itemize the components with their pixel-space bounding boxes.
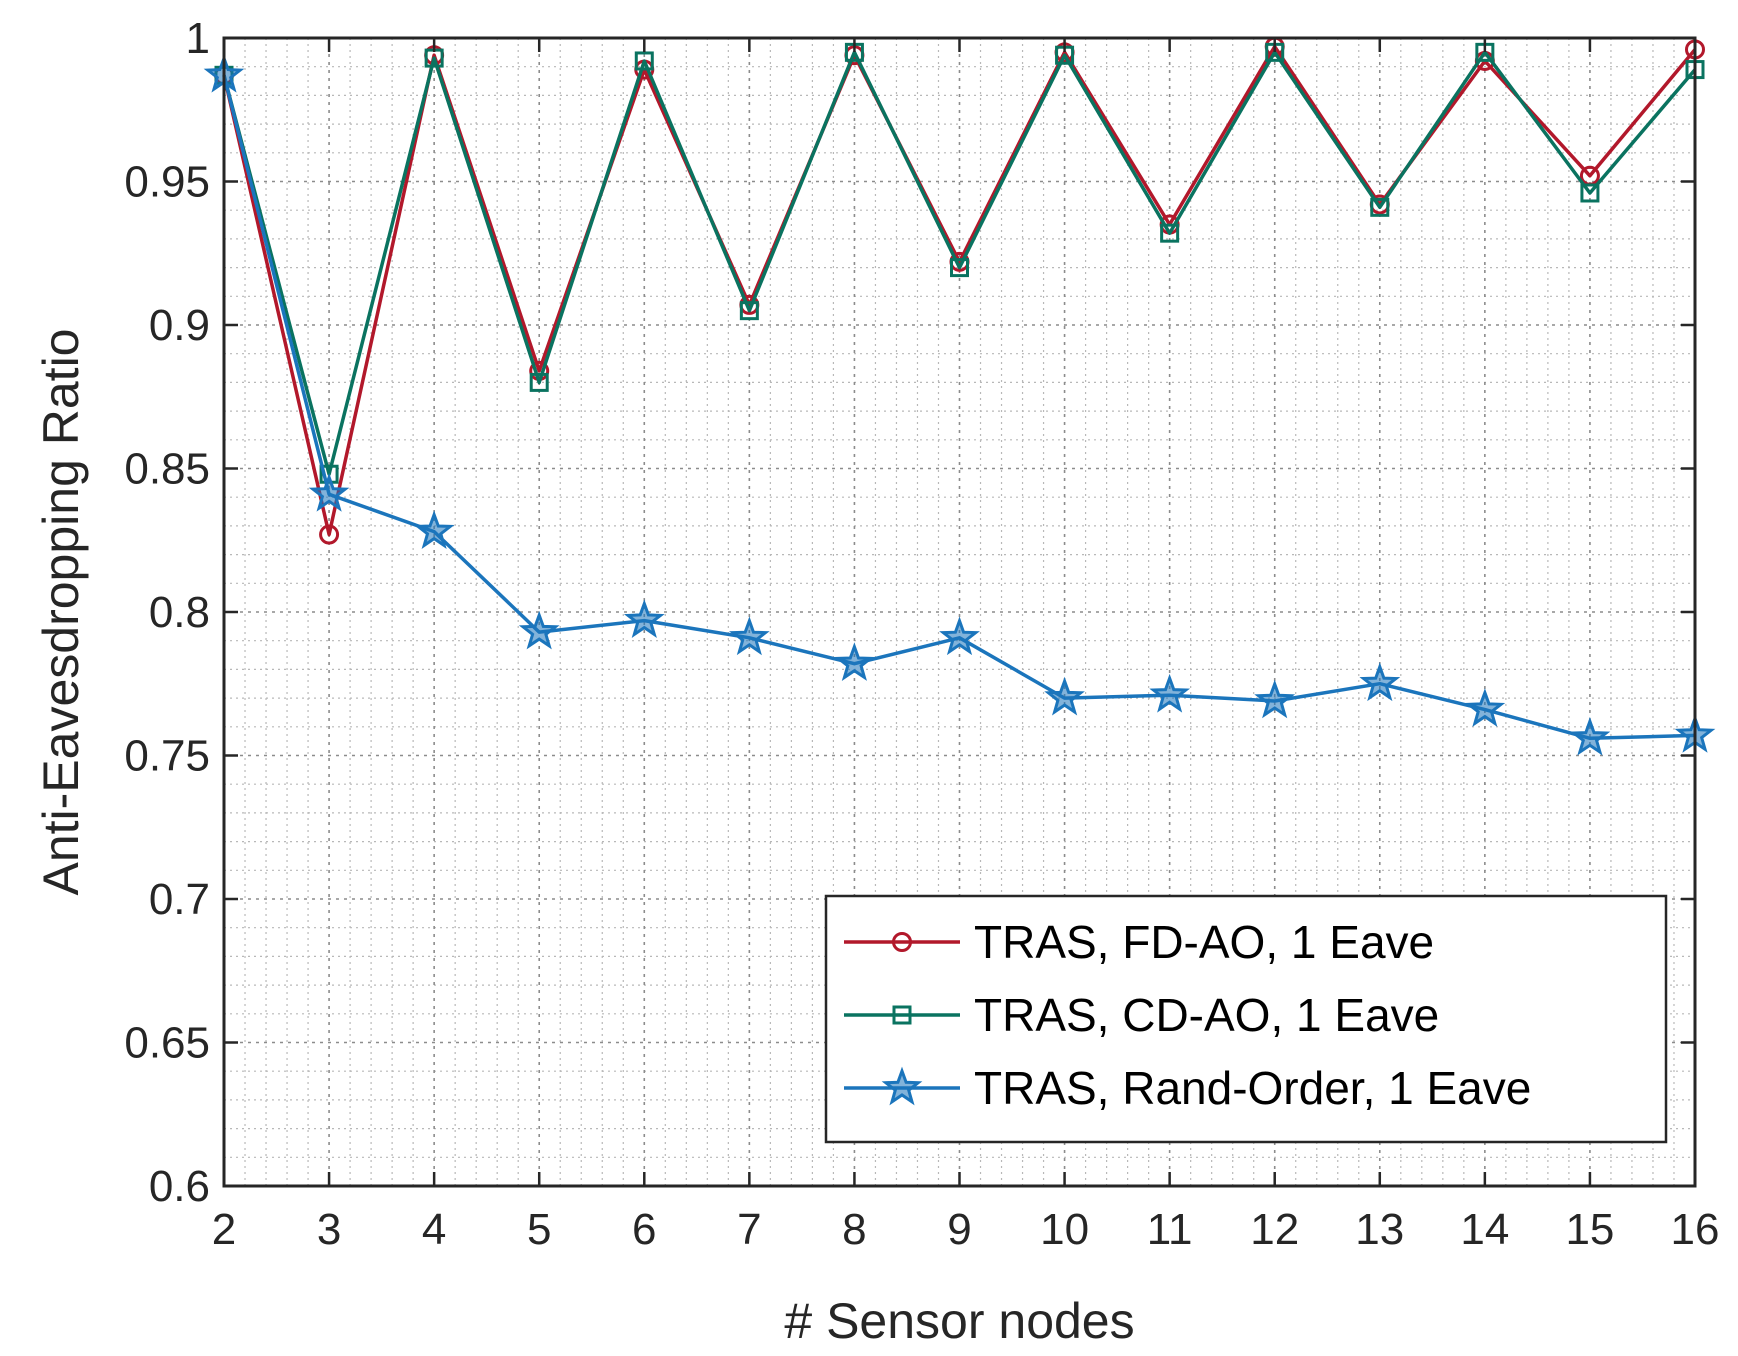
data-point bbox=[1370, 197, 1390, 217]
x-tick-label: 16 bbox=[1671, 1205, 1720, 1254]
y-tick-label: 0.7 bbox=[149, 875, 210, 924]
x-tick-label: 8 bbox=[842, 1205, 866, 1254]
data-point bbox=[1149, 673, 1190, 713]
y-tick-labels: 0.6 0.65 0.7 0.75 0.8 0.85 0.9 0.95 1 bbox=[124, 14, 210, 1211]
y-tick-label: 0.85 bbox=[124, 445, 210, 494]
y-tick-label: 0.65 bbox=[124, 1019, 210, 1068]
data-point bbox=[1464, 688, 1506, 727]
data-point bbox=[518, 610, 560, 650]
data-point bbox=[834, 642, 875, 681]
legend-marker bbox=[892, 932, 912, 952]
legend-marker bbox=[881, 1066, 923, 1106]
series-line bbox=[222, 50, 1697, 476]
data-point bbox=[939, 616, 980, 656]
x-tick-label: 5 bbox=[527, 1205, 551, 1254]
legend-marker bbox=[892, 1005, 912, 1025]
legend-label: TRAS, FD-AO, 1 Eave bbox=[974, 916, 1434, 968]
x-tick-label: 2 bbox=[212, 1205, 236, 1254]
x-tick-label: 3 bbox=[317, 1205, 341, 1254]
legend-item: TRAS, Rand-Order, 1 Eave bbox=[844, 1062, 1531, 1114]
legend: TRAS, FD-AO, 1 Eave TRAS, CD-AO, 1 Eave TR… bbox=[824, 894, 1668, 1144]
y-tick-label: 0.9 bbox=[149, 301, 210, 350]
data-point bbox=[413, 510, 455, 549]
x-tick-label: 13 bbox=[1355, 1205, 1404, 1254]
legend-box bbox=[824, 894, 1668, 1144]
axis-ticks bbox=[222, 36, 1697, 1188]
series-layer bbox=[203, 36, 1716, 756]
minor-grid bbox=[224, 38, 1695, 1186]
y-tick-label: 0.95 bbox=[124, 158, 210, 207]
data-point bbox=[729, 616, 770, 656]
x-tick-label: 11 bbox=[1147, 1205, 1193, 1254]
data-point bbox=[319, 524, 340, 545]
y-axis-label: Anti-Eavesdropping Ratio bbox=[33, 329, 89, 896]
data-point bbox=[1254, 679, 1296, 719]
legend-item: TRAS, FD-AO, 1 Eave bbox=[844, 916, 1434, 968]
data-point bbox=[950, 258, 969, 278]
x-tick-label: 10 bbox=[1040, 1205, 1089, 1254]
x-tick-label: 7 bbox=[737, 1205, 761, 1254]
x-tick-label: 15 bbox=[1565, 1205, 1614, 1254]
data-point bbox=[1359, 662, 1401, 702]
y-tick-label: 0.6 bbox=[149, 1162, 210, 1211]
legend-item: TRAS, CD-AO, 1 Eave bbox=[844, 989, 1439, 1041]
x-axis-label: # Sensor nodes bbox=[784, 1293, 1134, 1349]
data-point bbox=[1044, 676, 1085, 716]
data-point bbox=[529, 372, 549, 392]
y-tick-label: 0.75 bbox=[124, 732, 210, 781]
data-point bbox=[1160, 223, 1180, 243]
x-tick-label: 9 bbox=[947, 1205, 971, 1254]
series-line bbox=[222, 44, 1697, 537]
y-tick-label: 1 bbox=[186, 14, 210, 63]
legend-label: TRAS, Rand-Order, 1 Eave bbox=[974, 1062, 1531, 1114]
x-tick-label: 12 bbox=[1250, 1205, 1299, 1254]
x-tick-label: 6 bbox=[632, 1205, 656, 1254]
x-tick-label: 4 bbox=[422, 1205, 446, 1254]
y-tick-label: 0.8 bbox=[149, 588, 210, 637]
x-tick-labels: 2 3 4 5 6 7 8 9 10 11 12 13 14 15 16 bbox=[212, 1205, 1720, 1254]
data-point bbox=[623, 599, 665, 638]
data-point bbox=[308, 472, 350, 512]
series-star bbox=[203, 53, 1716, 756]
data-point bbox=[634, 51, 654, 71]
data-point bbox=[1569, 716, 1611, 756]
data-point bbox=[739, 301, 759, 321]
legend-label: TRAS, CD-AO, 1 Eave bbox=[974, 989, 1439, 1041]
data-point bbox=[1580, 183, 1600, 203]
x-tick-label: 14 bbox=[1460, 1205, 1509, 1254]
